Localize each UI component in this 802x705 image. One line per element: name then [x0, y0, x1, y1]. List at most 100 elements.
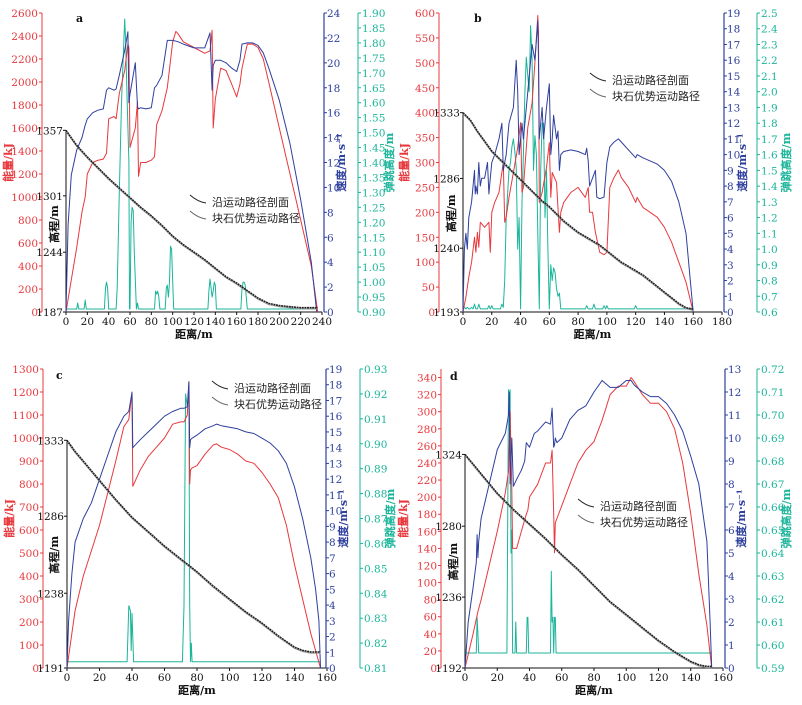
legend-swatch [211, 380, 229, 390]
bounce-tick-label: 1.8 [761, 118, 778, 130]
energy-tick-label: 1600 [11, 123, 38, 135]
energy-axis-title: 能量/kJ [2, 499, 16, 538]
energy-line [66, 382, 321, 669]
bounce-tick-label: 2.1 [761, 71, 778, 83]
speed-tick-label: 20 [327, 58, 340, 70]
elevation-tick-label: 1333 [37, 435, 64, 447]
energy-tick-label: 1000 [11, 192, 38, 204]
x-axis-title: 距离/m [178, 683, 216, 697]
speed-tick-label: 17 [727, 39, 740, 51]
energy-tick-label: 0 [31, 307, 38, 319]
bounce-tick-label: 0.83 [364, 613, 387, 625]
speed-tick-label: 7 [329, 553, 336, 565]
bounce-tick-label: 1.4 [761, 181, 778, 193]
x-tick-label: 40 [523, 672, 536, 684]
legend-swatch [189, 194, 207, 204]
speed-tick-label: 18 [727, 24, 740, 36]
x-axis: 0 20 40 60 80 100 120 140 160 180 200 220 240 距离/m [63, 311, 332, 341]
energy-tick-label: 250 [415, 182, 435, 194]
speed-tick-label: 14 [327, 133, 341, 145]
x-tick-label: 220 [291, 316, 311, 328]
speed-axis-title: 速度/m·s⁻¹ [734, 489, 748, 547]
speed-tick-label: 13 [329, 458, 342, 470]
profile-line [66, 439, 321, 653]
bounce-tick-label: 0.62 [761, 594, 784, 606]
energy-tick-label: 120 [417, 560, 437, 572]
bounce-line [66, 18, 318, 310]
energy-tick-label: 50 [422, 282, 435, 294]
energy-tick-label: 800 [18, 215, 38, 227]
bounce-tick-label: 0.72 [761, 364, 784, 376]
x-tick-label: 40 [125, 672, 138, 684]
legend-label: 沿运动路径剖面 [234, 381, 311, 395]
x-tick-label: 160 [227, 316, 247, 328]
x-tick-label: 100 [597, 316, 617, 328]
elevation-tick-label: 1187 [36, 307, 63, 319]
elevation-tick-label: 1301 [36, 191, 63, 203]
bounce-tick-label: 0.69 [761, 433, 784, 445]
energy-axis: 0 100 200 300 400 500 600 700 800 900 1000 1100 1200… [2, 364, 44, 675]
speed-tick-label: 1 [728, 640, 735, 652]
x-tick-label: 0 [462, 672, 469, 684]
bounce-tick-label: 0.92 [364, 389, 387, 401]
speed-tick-label: 1 [329, 647, 336, 659]
speed-line [65, 31, 318, 313]
dominant-path-line [464, 455, 712, 669]
energy-tick-label: 1100 [12, 410, 39, 422]
speed-tick-label: 12 [727, 118, 740, 130]
panel-b: 050100150200250300350400450500550600能量/k… [397, 8, 793, 341]
bounce-tick-label: 0.61 [761, 617, 784, 629]
bounce-tick-label: 2.3 [761, 39, 778, 51]
panel-letter: a [76, 12, 83, 25]
x-tick-label: 120 [648, 672, 668, 684]
elevation-axis-title: 高程/m [47, 205, 61, 243]
energy-tick-label: 500 [415, 58, 435, 70]
speed-axis-title: 速度/m·s⁻¹ [334, 133, 348, 191]
speed-tick-label: 4 [727, 244, 734, 256]
bounce-axis-title: 弹跳高度/m [779, 132, 793, 192]
bounce-tick-label: 1.35 [362, 172, 385, 184]
bounce-tick-label: 0.82 [364, 638, 387, 650]
speed-tick-label: 9 [727, 165, 734, 177]
energy-line [65, 29, 319, 313]
bounce-axis-title: 弹跳高度/m [382, 132, 396, 192]
bounce-tick-label: 0.71 [761, 387, 784, 399]
energy-tick-label: 160 [417, 526, 437, 538]
legend-swatch [589, 88, 607, 98]
bounce-tick-label: 0.89 [364, 464, 387, 476]
energy-tick-label: 1000 [12, 433, 39, 445]
legend-swatch [189, 210, 207, 220]
speed-tick-label: 0 [327, 307, 334, 319]
energy-tick-label: 20 [424, 646, 437, 658]
energy-axis-title: 能量/kJ [1, 143, 15, 182]
bounce-tick-label: 1.20 [362, 217, 385, 229]
speed-tick-label: 10 [728, 433, 741, 445]
bounce-axis: 0.59 0.60 0.61 0.62 0.63 0.64 0.65 0.66 0.67 0.68… [756, 364, 793, 675]
bounce-tick-label: 1.70 [362, 68, 385, 80]
bounce-tick-label: 1.60 [362, 98, 385, 110]
speed-line [464, 380, 713, 669]
x-tick-label: 80 [190, 672, 203, 684]
elevation-axis-title: 高程/m [446, 542, 460, 580]
bounce-tick-label: 0.64 [761, 548, 785, 560]
speed-tick-label: 10 [327, 182, 340, 194]
speed-tick-label: 16 [327, 108, 341, 120]
legend-label: 沿运动路径剖面 [212, 195, 289, 209]
elevation-tick-label: 1193 [433, 307, 460, 319]
bounce-axis: 0.81 0.82 0.83 0.84 0.85 0.86 0.87 0.88 0.89 0.90… [359, 364, 397, 675]
energy-axis-title: 能量/kJ [397, 143, 411, 182]
energy-tick-label: 400 [19, 571, 39, 583]
energy-tick-label: 40 [424, 629, 437, 641]
bounce-tick-label: 0.91 [364, 414, 387, 426]
speed-tick-label: 12 [728, 387, 741, 399]
speed-tick-label: 17 [329, 395, 342, 407]
bounce-tick-label: 0.67 [761, 479, 784, 491]
bounce-tick-label: 0.93 [364, 364, 387, 376]
legend-swatch [577, 514, 595, 524]
speed-tick-label: 10 [329, 506, 342, 518]
panel-a: 0200400600800100012001400160018002000220… [1, 8, 396, 341]
